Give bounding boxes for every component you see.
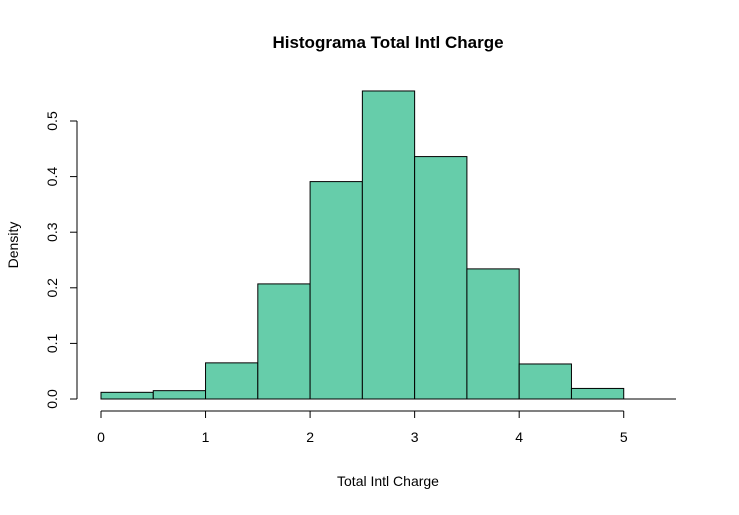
- x-tick-label: 0: [97, 429, 105, 445]
- histogram-bar: [570, 387, 625, 400]
- x-tick-label: 1: [202, 429, 210, 445]
- y-tick-label: 0.2: [44, 278, 60, 298]
- histogram-bar: [466, 268, 520, 400]
- histogram-bar: [361, 90, 416, 400]
- histogram-bar: [100, 391, 154, 400]
- histogram-bar: [152, 390, 207, 400]
- histogram-bar: [414, 156, 468, 400]
- x-axis: 0 1 2 3 4 5: [97, 410, 628, 445]
- chart-title: Histograma Total Intl Charge: [272, 33, 503, 52]
- x-axis-label: Total Intl Charge: [337, 473, 439, 489]
- histogram-bar: [309, 181, 363, 400]
- histogram-bar: [257, 283, 311, 400]
- x-tick-label: 2: [306, 429, 314, 445]
- x-tick-label: 3: [411, 429, 419, 445]
- y-tick-label: 0.3: [44, 222, 60, 242]
- histogram-bar: [205, 362, 259, 400]
- bar-series: [100, 90, 625, 400]
- x-tick-label: 5: [620, 429, 628, 445]
- histogram-bar: [518, 363, 572, 400]
- y-axis: 0.0 0.1 0.2 0.3 0.4 0.5: [44, 111, 78, 409]
- y-tick-label: 0.1: [44, 333, 60, 353]
- y-tick-label: 0.0: [44, 389, 60, 409]
- y-axis-label: Density: [5, 222, 21, 269]
- y-tick-label: 0.4: [44, 167, 60, 187]
- x-tick-label: 4: [515, 429, 523, 445]
- y-tick-label: 0.5: [44, 111, 60, 131]
